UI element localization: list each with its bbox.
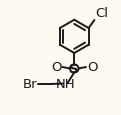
Text: S: S [69, 62, 79, 75]
Text: Br: Br [22, 78, 37, 91]
Text: Cl: Cl [95, 7, 108, 20]
Ellipse shape [70, 65, 79, 73]
Text: O: O [87, 60, 97, 73]
Text: O: O [51, 60, 62, 73]
Text: NH: NH [55, 77, 75, 90]
